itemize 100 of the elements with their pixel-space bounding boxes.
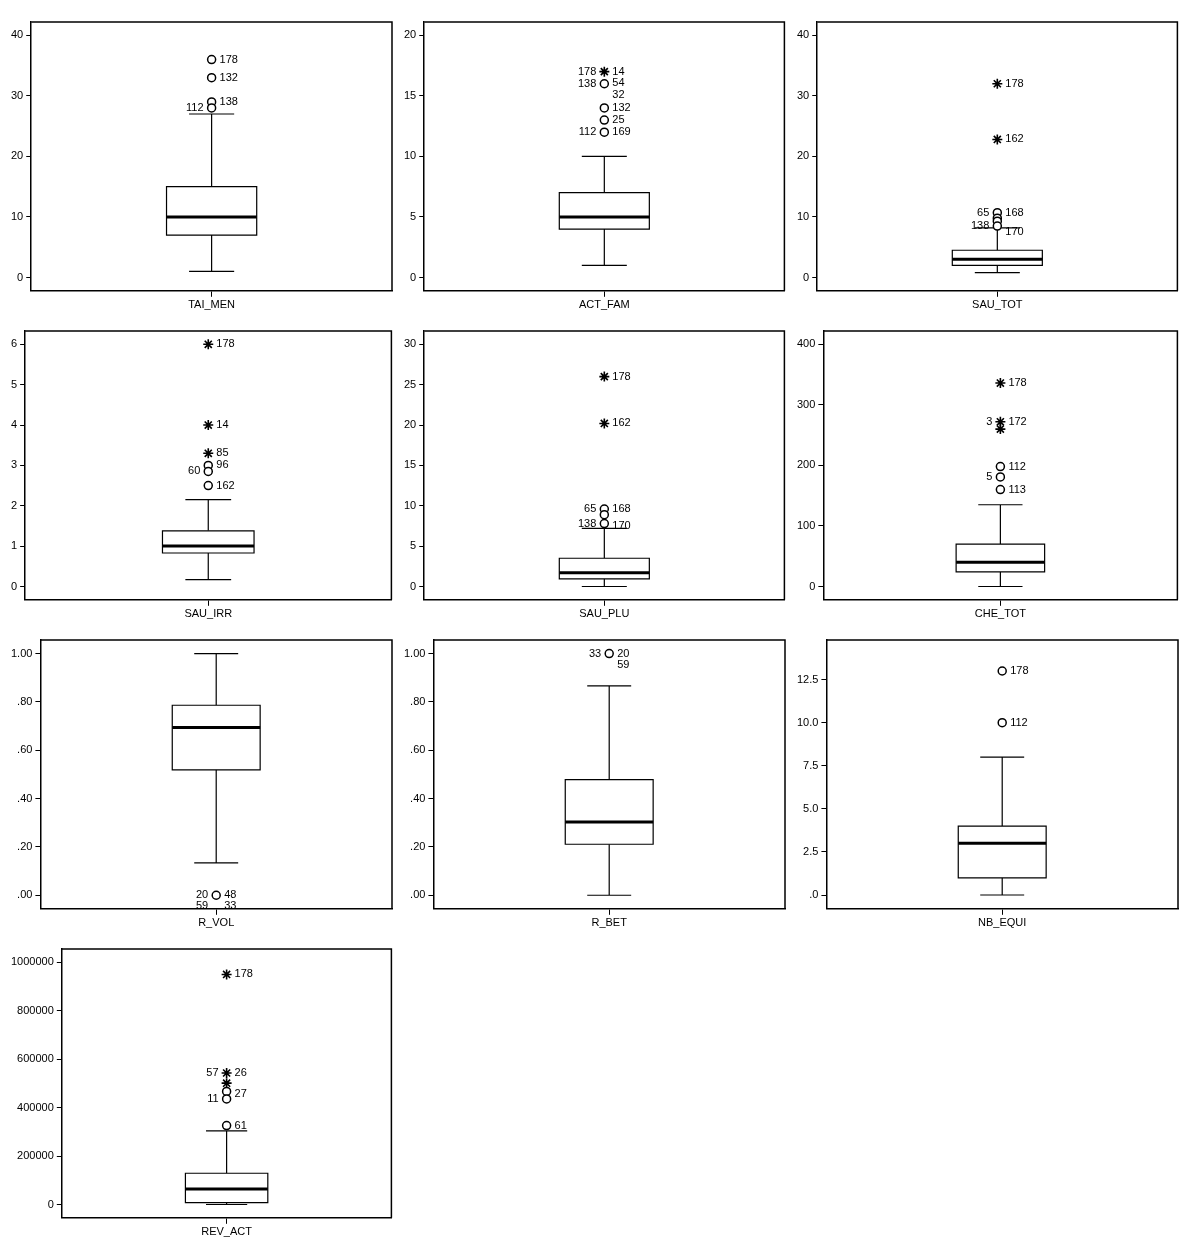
annotation: 33 xyxy=(588,646,602,659)
point xyxy=(994,416,1007,428)
y-tick-label: 400 xyxy=(796,337,816,350)
point xyxy=(206,103,217,113)
annotation: 65 xyxy=(977,205,990,218)
point xyxy=(220,1067,233,1079)
y-tick-label: 30 xyxy=(796,88,810,101)
y-tick-label: 0 xyxy=(10,579,18,592)
y-tick-label: .20 xyxy=(17,839,33,852)
y-tick-label: 1 xyxy=(10,539,18,552)
y-tick-label: 0 xyxy=(17,270,24,283)
point xyxy=(994,423,1007,435)
y-tick-label: 400000 xyxy=(17,1100,54,1113)
y-tick-label: .40 xyxy=(17,791,33,804)
y-tick-label: .80 xyxy=(410,694,426,707)
annotation: 113 xyxy=(1008,482,1026,495)
annotation: 178 xyxy=(234,967,253,980)
annotation: 26 xyxy=(234,1066,247,1079)
y-tick-label: 25 xyxy=(403,377,417,390)
y-tick-label: 5 xyxy=(410,209,417,222)
point xyxy=(598,65,611,78)
annotation: 27 xyxy=(234,1087,247,1100)
annotation: 178 xyxy=(612,369,631,382)
y-tick-label: 6 xyxy=(10,337,18,350)
y-tick-label: .80 xyxy=(17,694,33,707)
annotation: 178 xyxy=(577,64,597,77)
y-tick-label: 2 xyxy=(10,498,18,511)
x-tick-label: R_BET xyxy=(591,916,628,929)
y-tick-label: 12.5 xyxy=(796,672,819,685)
point xyxy=(994,377,1007,389)
annotation: 112 xyxy=(1008,459,1026,472)
annotation: 178 xyxy=(1008,376,1027,389)
point xyxy=(202,338,215,351)
y-tick-label: 7.5 xyxy=(803,758,819,771)
point xyxy=(599,79,610,89)
annotation: 59 xyxy=(617,657,630,670)
x-tick-label: ACT_FAM xyxy=(578,298,630,311)
point xyxy=(599,127,610,137)
y-tick-label: 30 xyxy=(403,337,417,350)
y-tick-label: 20 xyxy=(403,28,417,41)
y-tick-label: 1.00 xyxy=(403,646,426,659)
point xyxy=(992,221,1003,231)
point xyxy=(203,466,214,477)
annotation: 32 xyxy=(612,87,625,100)
annotation: 138 xyxy=(577,76,597,89)
point xyxy=(599,518,610,529)
y-tick-label: 0 xyxy=(47,1197,54,1210)
y-tick-label: 5 xyxy=(410,539,417,552)
y-tick-label: 0 xyxy=(803,270,810,283)
annotation: 5 xyxy=(986,469,993,482)
y-tick-label: 600000 xyxy=(17,1052,54,1065)
point xyxy=(599,103,610,113)
x-tick-label: SAU_IRR xyxy=(184,607,233,620)
y-tick-label: 300 xyxy=(796,397,816,410)
point xyxy=(598,417,611,430)
point xyxy=(202,447,215,460)
annotation: 169 xyxy=(612,125,631,138)
x-tick-label: R_VOL xyxy=(198,916,235,929)
annotation: 54 xyxy=(612,75,625,88)
annotation: 132 xyxy=(219,70,238,83)
annotation: 178 xyxy=(216,337,235,350)
y-tick-label: 200 xyxy=(796,458,816,471)
y-tick-label: .00 xyxy=(410,888,426,901)
x-tick-label: REV_ACT xyxy=(201,1225,253,1238)
annotation: 20 xyxy=(617,646,630,659)
y-tick-label: 5.0 xyxy=(803,801,819,814)
y-tick-label: 800000 xyxy=(17,1003,54,1016)
y-tick-label: .40 xyxy=(410,791,426,804)
y-tick-label: 1000000 xyxy=(11,955,54,968)
annotation: 61 xyxy=(234,1118,247,1131)
y-tick-label: 15 xyxy=(403,458,417,471)
annotation: 57 xyxy=(206,1066,219,1079)
y-tick-label: 3 xyxy=(10,458,18,471)
x-tick-label: SAU_TOT xyxy=(972,298,1023,311)
y-tick-label: 2.5 xyxy=(803,844,819,857)
y-tick-label: 10 xyxy=(10,209,24,222)
point xyxy=(206,54,217,65)
point xyxy=(599,509,610,520)
annotation: 48 xyxy=(224,888,237,901)
y-tick-label: 15 xyxy=(403,88,417,101)
y-tick-label: .60 xyxy=(410,743,426,756)
y-tick-label: 40 xyxy=(796,28,810,41)
y-tick-label: 10 xyxy=(403,498,417,511)
annotation: 14 xyxy=(216,418,229,431)
annotation: 65 xyxy=(584,502,597,515)
y-tick-label: .0 xyxy=(809,888,819,901)
y-tick-label: 10 xyxy=(796,209,810,222)
y-tick-label: 0 xyxy=(809,579,816,592)
y-tick-label: 20 xyxy=(10,149,24,162)
annotation: 172 xyxy=(1008,414,1027,427)
y-tick-label: 30 xyxy=(10,88,24,101)
annotation: 168 xyxy=(612,502,631,515)
point xyxy=(991,77,1004,90)
y-tick-label: 5 xyxy=(10,377,18,390)
annotation: 162 xyxy=(1005,132,1024,145)
y-tick-label: .00 xyxy=(17,888,33,901)
point xyxy=(995,461,1006,472)
annotation: 170 xyxy=(1005,225,1024,238)
point xyxy=(220,968,233,981)
y-tick-label: 40 xyxy=(10,28,24,41)
